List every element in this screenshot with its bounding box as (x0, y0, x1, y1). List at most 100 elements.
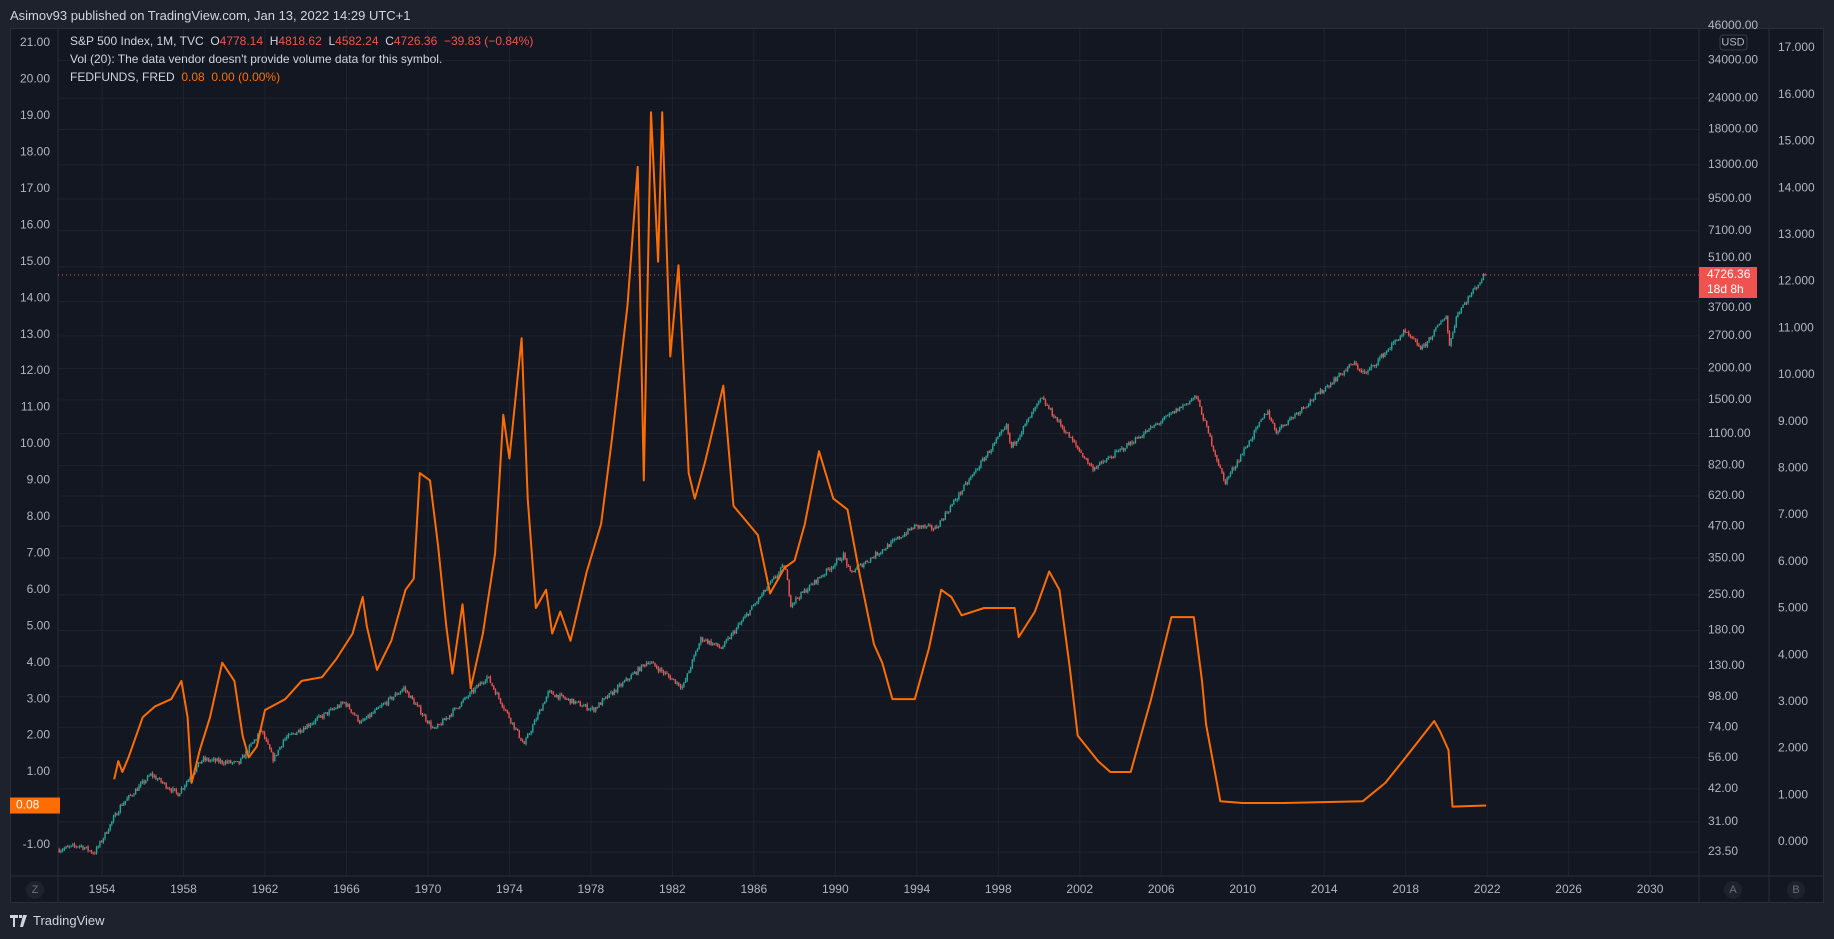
sp500-candle (628, 679, 631, 681)
zoom-button[interactable] (26, 881, 44, 899)
sp500-candle (116, 813, 118, 816)
sp500-candle (274, 754, 276, 762)
sp500-candle (1345, 370, 1347, 372)
sp500-candle (647, 663, 649, 665)
auto-scale-button-a[interactable] (1724, 881, 1742, 899)
sp500-candle (785, 567, 787, 571)
sp500-candle (1199, 400, 1201, 407)
sp500-candle (1287, 420, 1289, 425)
volume-legend[interactable]: Vol (20): The data vendor doesn't provid… (70, 52, 442, 66)
sp500-candle (134, 789, 137, 795)
sp500-candle (885, 548, 887, 550)
sp500-candle (1333, 378, 1335, 385)
sp500-candle (908, 528, 911, 531)
sp500-candle (571, 698, 573, 704)
sp500-candle (807, 589, 809, 593)
sp500-candle (219, 760, 222, 763)
sp500-candle (1007, 424, 1009, 434)
sp500-candle (73, 844, 76, 846)
sp500-candle (321, 715, 324, 718)
left-axis-tick: 14.00 (20, 290, 50, 304)
sp500-candle (447, 717, 449, 719)
sp500-candle (504, 709, 507, 711)
sp500-candle (1263, 413, 1266, 419)
sp500-candle (145, 780, 147, 784)
sp500-candle (963, 484, 965, 491)
sp500-candle (657, 668, 660, 672)
sp500-candle (715, 643, 717, 645)
fedfunds-name: FEDFUNDS, FRED (70, 70, 175, 84)
sp500-candle (757, 597, 760, 603)
sp500-candle (143, 780, 145, 784)
sp500-candle (477, 685, 480, 687)
b-axis-tick: 0.000 (1778, 834, 1808, 848)
sp500-candle (201, 760, 203, 764)
sp500-candle (391, 696, 393, 700)
sp500-candle (949, 506, 952, 512)
sp500-candle (674, 679, 677, 684)
sp500-candle (1134, 437, 1137, 444)
sp500-candle (1450, 338, 1452, 346)
sp500-candle (1065, 431, 1067, 433)
tradingview-logo[interactable]: TradingView (10, 913, 105, 928)
sp500-candle (433, 727, 436, 729)
sp500-candle (852, 570, 855, 573)
sp500-candle (1392, 342, 1395, 344)
sp500-candle (325, 712, 327, 714)
sp500-candle (1440, 321, 1442, 325)
sp500-candle (729, 637, 731, 639)
time-axis-tick: 1966 (333, 882, 360, 896)
sp500-candle (1051, 408, 1053, 416)
sp500-candle (937, 526, 940, 529)
currency-badge[interactable] (1719, 34, 1748, 51)
sp500-candle (1217, 460, 1220, 466)
sp500-candle (245, 751, 247, 758)
sp500-candle (1068, 432, 1070, 438)
price-axis-tick: 1100.00 (1708, 426, 1751, 440)
sp500-candle (331, 708, 334, 710)
sp500-candle (1319, 389, 1322, 394)
sp500-candle (1428, 337, 1430, 342)
fedfunds-line[interactable] (113, 111, 1487, 808)
price-axis-tick: 5100.00 (1708, 250, 1752, 264)
sp500-candle (228, 760, 230, 763)
sp500-candle (761, 593, 763, 598)
sp500-candle (1082, 453, 1084, 458)
sp500-candle (1177, 408, 1179, 412)
sp500-candle (342, 702, 344, 704)
last-price-label: 4726.36 (1707, 267, 1751, 281)
sp500-candle (1470, 292, 1473, 297)
auto-scale-button-b[interactable] (1787, 881, 1805, 899)
sp500-candle (1435, 327, 1437, 331)
sp500-candle (1165, 415, 1167, 417)
sp500-candle (1116, 450, 1118, 452)
sp500-candle (61, 849, 64, 851)
sp500-candle (888, 544, 891, 547)
symbol-legend[interactable]: S&P 500 Index, 1M, TVC O4778.14 H4818.62… (70, 34, 533, 48)
sp500-candle (640, 664, 643, 672)
fedfunds-legend[interactable]: FEDFUNDS, FRED 0.08 0.00 (0.00%) (70, 70, 280, 84)
sp500-candle (910, 527, 913, 531)
sp500-candle (1384, 352, 1386, 358)
sp500-candle (476, 685, 478, 688)
sp500-candle (983, 458, 986, 461)
zoom-button-label: Z (32, 884, 39, 896)
auto-scale-button-b-label: B (1792, 884, 1799, 896)
sp500-candle (579, 702, 582, 707)
sp500-candle (398, 693, 400, 695)
sp500-candle (662, 671, 665, 674)
sp500-candle (1158, 423, 1160, 425)
sp500-candle (557, 695, 559, 699)
sp500-candle (421, 714, 424, 716)
sp500-candle (1021, 432, 1023, 436)
sp500-candle (265, 738, 268, 741)
sp500-candle (829, 569, 831, 571)
sp500-candle (1250, 440, 1252, 442)
sp500-candle (1314, 394, 1317, 400)
sp500-candle (316, 717, 318, 720)
sp500-candle (835, 559, 838, 564)
sp500-candle (1362, 371, 1364, 373)
sp500-candle (608, 693, 610, 698)
sp500-candle (1445, 316, 1447, 320)
